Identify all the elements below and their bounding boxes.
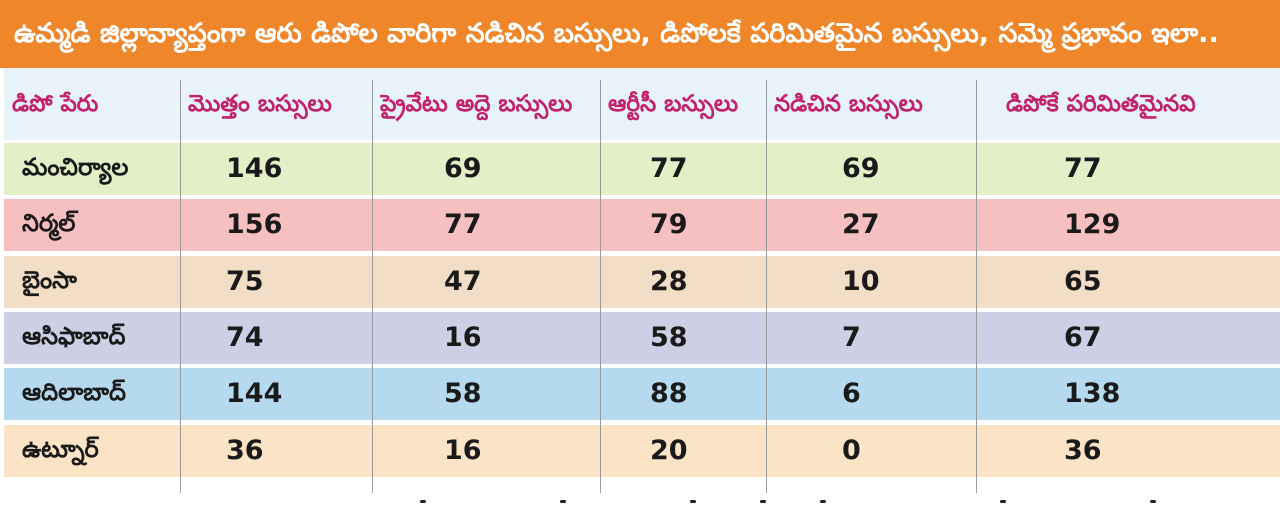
value-cell: 67 xyxy=(1064,322,1102,353)
cropped-text-fragment xyxy=(690,500,696,503)
table-row xyxy=(4,199,1280,251)
footer-strip xyxy=(0,493,1280,509)
cropped-text-fragment xyxy=(560,500,566,503)
value-cell: 156 xyxy=(226,209,283,240)
value-cell: 28 xyxy=(650,266,688,297)
value-cell: 7 xyxy=(842,322,861,353)
column-header: డిపో పేరు xyxy=(12,91,99,117)
column-header: ఆర్టీసీ బస్సులు xyxy=(608,91,739,117)
depot-name-cell: మంచిర్యాల xyxy=(22,153,129,181)
table-row xyxy=(4,368,1280,420)
cropped-text-fragment xyxy=(420,500,426,503)
value-cell: 6 xyxy=(842,378,861,409)
value-cell: 144 xyxy=(226,378,283,409)
depot-name-cell: ఉట్నూర్ xyxy=(22,435,99,463)
cropped-text-fragment xyxy=(760,500,766,503)
value-cell: 74 xyxy=(226,322,264,353)
value-cell: 77 xyxy=(1064,153,1102,184)
value-cell: 58 xyxy=(650,322,688,353)
value-cell: 79 xyxy=(650,209,688,240)
value-cell: 16 xyxy=(444,435,482,466)
value-cell: 36 xyxy=(226,435,264,466)
value-cell: 27 xyxy=(842,209,880,240)
value-cell: 146 xyxy=(226,153,283,184)
table-row xyxy=(4,312,1280,364)
value-cell: 77 xyxy=(650,153,688,184)
value-cell: 69 xyxy=(842,153,880,184)
value-cell: 36 xyxy=(1064,435,1102,466)
value-cell: 65 xyxy=(1064,266,1102,297)
cropped-text-fragment xyxy=(820,500,826,503)
cropped-text-fragment xyxy=(1000,500,1006,503)
column-divider xyxy=(600,80,601,493)
table-row xyxy=(4,425,1280,477)
column-divider xyxy=(766,80,767,493)
depot-bus-table: మంచిర్యాల 146 69 77 69 77 నిర్మల్ 156 77 79 27 129 బ… xyxy=(4,68,1280,493)
depot-name-cell: ఆదిలాబాద్ xyxy=(22,378,126,406)
value-cell: 75 xyxy=(226,266,264,297)
table-header-row xyxy=(4,68,1280,140)
depot-name-cell: ఆసిఫాబాద్ xyxy=(22,322,126,350)
value-cell: 0 xyxy=(842,435,861,466)
value-cell: 58 xyxy=(444,378,482,409)
column-divider xyxy=(976,80,977,493)
table-row xyxy=(4,143,1280,195)
value-cell: 77 xyxy=(444,209,482,240)
column-header: మొత్తం బస్సులు xyxy=(188,91,332,117)
depot-name-cell: బైంసా xyxy=(22,266,77,294)
value-cell: 129 xyxy=(1064,209,1121,240)
column-header: డిపోకే పరిమితమైనవి xyxy=(1006,91,1196,117)
depot-name-cell: నిర్మల్ xyxy=(22,209,76,237)
value-cell: 10 xyxy=(842,266,880,297)
column-header: ప్రైవేటు అద్దె బస్సులు xyxy=(380,91,573,117)
column-header: నడిచిన బస్సులు xyxy=(774,91,923,117)
table-row xyxy=(4,256,1280,308)
value-cell: 88 xyxy=(650,378,688,409)
value-cell: 47 xyxy=(444,266,482,297)
cropped-text-fragment xyxy=(1150,500,1156,503)
value-cell: 20 xyxy=(650,435,688,466)
value-cell: 69 xyxy=(444,153,482,184)
infographic-title: ఉమ్మడి జిల్లావ్యాప్తంగా ఆరు డిపోల వారిగా… xyxy=(0,0,1280,68)
value-cell: 138 xyxy=(1064,378,1121,409)
column-divider xyxy=(180,80,181,493)
column-divider xyxy=(372,80,373,493)
value-cell: 16 xyxy=(444,322,482,353)
